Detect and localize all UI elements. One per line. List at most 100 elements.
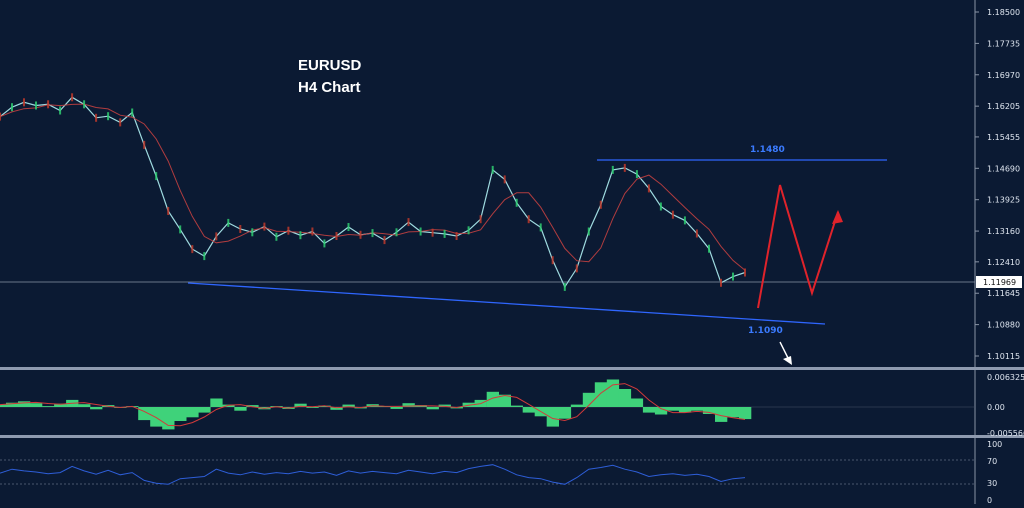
price-point xyxy=(744,268,746,277)
price-tick-label: 1.10880 xyxy=(987,321,1020,330)
macd-bar xyxy=(294,403,307,407)
price-point xyxy=(683,216,686,225)
macd-bar xyxy=(0,404,7,407)
price-point xyxy=(347,223,350,231)
macd-bar xyxy=(630,398,644,407)
price-point xyxy=(431,228,434,237)
macd-bar xyxy=(306,407,319,408)
macd-bar xyxy=(438,404,451,407)
macd-bar xyxy=(510,405,523,407)
macd-bar xyxy=(546,407,559,427)
rsi-tick-label: 70 xyxy=(987,457,997,466)
price-tick-label: 1.16205 xyxy=(987,102,1020,111)
price-point xyxy=(575,264,578,273)
macd-bar xyxy=(618,389,632,407)
macd-bar xyxy=(715,407,728,422)
price-point xyxy=(23,98,25,107)
price-axis-ticks: 1.18500 1.17735 1.16970 1.16205 1.15455 1.146… xyxy=(975,8,1020,361)
panel-separator-2[interactable] xyxy=(0,435,1024,438)
price-point xyxy=(119,118,122,127)
price-point xyxy=(708,244,710,253)
macd-bar xyxy=(690,407,704,411)
price-point xyxy=(491,165,494,174)
macd-bar xyxy=(727,407,740,418)
macd-bar xyxy=(678,407,692,413)
price-point xyxy=(0,112,1,121)
price-point xyxy=(695,229,698,238)
panel-separator-1[interactable] xyxy=(0,367,1024,370)
macd-bar xyxy=(54,403,67,407)
price-point xyxy=(323,239,326,248)
price-point xyxy=(95,113,98,122)
price-point xyxy=(71,93,74,102)
price-tick-label: 1.13160 xyxy=(987,227,1020,236)
macd-bar xyxy=(186,407,199,418)
macd-bar xyxy=(42,406,55,407)
price-tick-label: 1.10115 xyxy=(987,352,1020,361)
macd-bar xyxy=(234,407,247,411)
macd-bar xyxy=(522,407,535,413)
price-point xyxy=(107,112,110,121)
price-point xyxy=(659,202,662,211)
price-point xyxy=(371,229,374,238)
rsi-tick-label: 100 xyxy=(987,440,1002,449)
price-point xyxy=(311,227,314,236)
macd-tick-label: 0.00 xyxy=(987,403,1005,412)
macd-bar xyxy=(78,404,91,407)
price-point xyxy=(83,100,86,109)
price-point xyxy=(563,282,566,291)
macd-bar xyxy=(606,379,620,407)
projection-arrowhead-white xyxy=(783,356,792,365)
support-label: 1.1090 xyxy=(748,326,783,336)
support-trendline xyxy=(187,282,826,325)
rsi-tick-label: 0 xyxy=(987,496,992,504)
rsi-series-line xyxy=(0,464,746,485)
price-points xyxy=(0,93,746,291)
projection-arrowhead-red xyxy=(832,210,843,224)
price-point xyxy=(239,225,242,233)
macd-histogram xyxy=(0,379,752,430)
price-tick-label: 1.14690 xyxy=(987,164,1020,173)
current-price-tag xyxy=(976,276,1022,288)
price-tick-label: 1.13925 xyxy=(987,196,1020,205)
macd-bar xyxy=(498,394,511,407)
macd-bar xyxy=(210,398,223,407)
macd-axis-ticks: 0.006325 0.00 -0.005566 xyxy=(987,373,1024,438)
price-point xyxy=(599,200,602,209)
price-point xyxy=(407,218,410,227)
macd-bar xyxy=(654,407,668,415)
chart-title-symbol: EURUSD xyxy=(298,57,362,74)
price-tick-label: 1.18500 xyxy=(987,8,1020,17)
price-tick-label: 1.17735 xyxy=(987,39,1020,48)
rsi-axis-ticks: 100 70 30 0 xyxy=(987,440,1002,505)
macd-bar xyxy=(30,403,43,407)
price-point xyxy=(203,252,206,261)
macd-bar xyxy=(402,403,415,407)
price-point xyxy=(359,230,362,239)
macd-bar xyxy=(342,404,355,407)
price-point xyxy=(611,165,614,174)
current-price-label: 1.11969 xyxy=(983,278,1016,287)
macd-bar xyxy=(582,392,596,407)
price-point xyxy=(467,226,470,235)
macd-bar xyxy=(702,407,716,414)
price-point xyxy=(299,231,302,240)
resistance-label: 1.1480 xyxy=(750,145,785,155)
macd-bar xyxy=(90,407,103,410)
price-point xyxy=(720,278,722,287)
macd-bar xyxy=(162,407,175,430)
projection-arrow-red xyxy=(757,184,839,309)
macd-bar xyxy=(198,407,211,413)
price-point xyxy=(383,236,386,245)
price-point xyxy=(671,210,674,219)
price-point xyxy=(263,222,266,231)
price-tick-label: 1.12410 xyxy=(987,258,1020,267)
price-point xyxy=(623,163,626,172)
macd-bar xyxy=(246,405,259,407)
price-point xyxy=(479,215,482,224)
macd-bar xyxy=(330,407,343,410)
price-point xyxy=(551,256,554,265)
